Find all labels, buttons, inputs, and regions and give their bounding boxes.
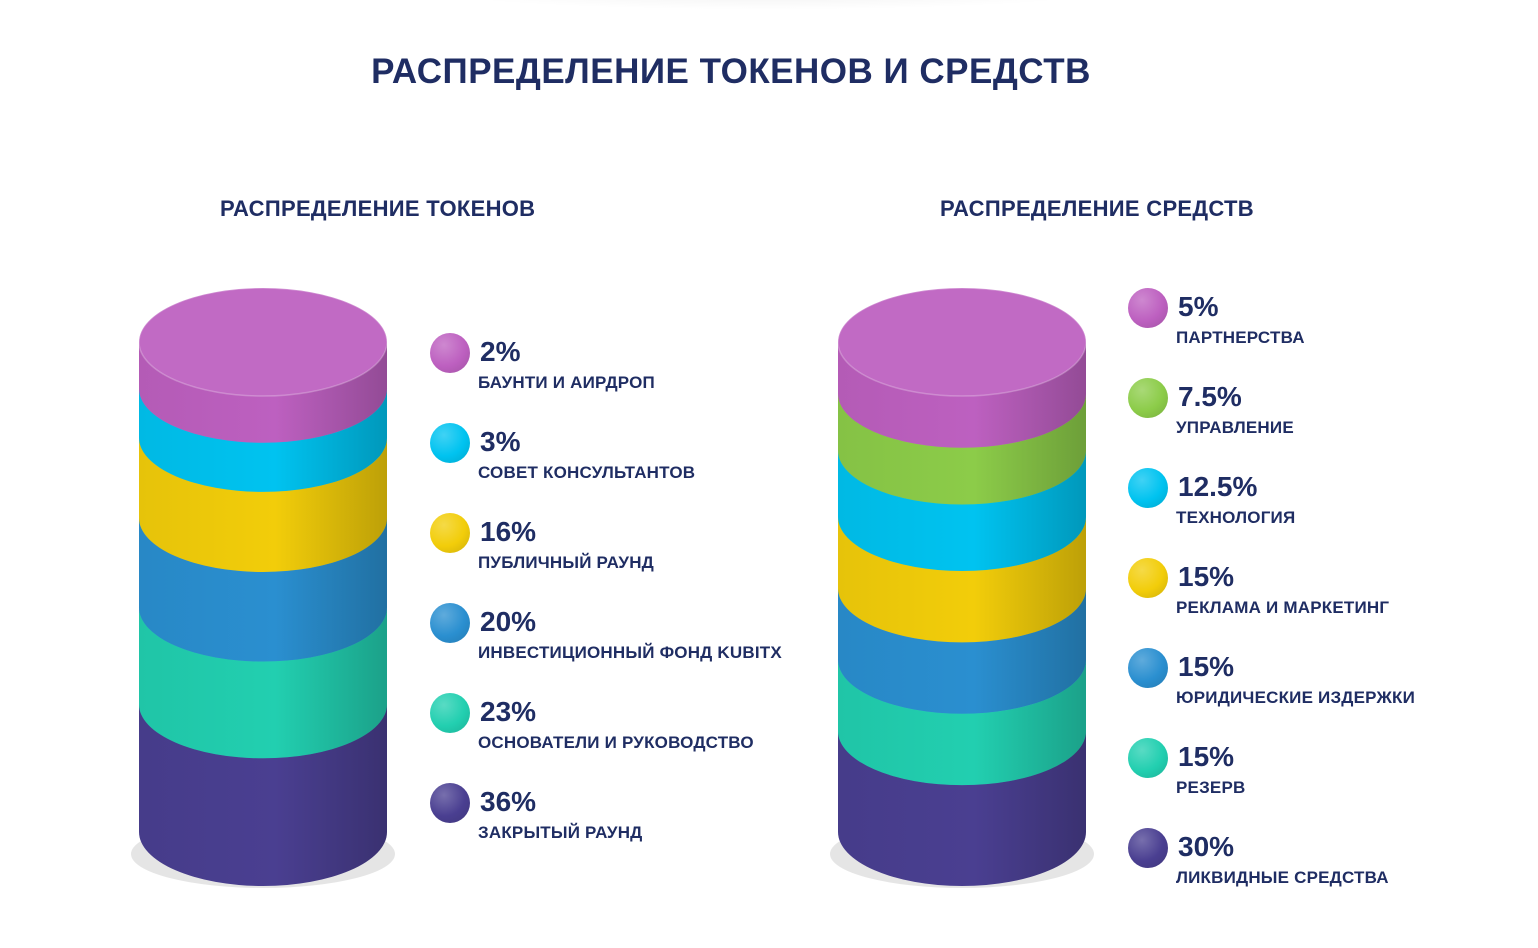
legend-color-dot — [430, 423, 470, 463]
legend-color-dot — [1128, 558, 1168, 598]
legend-item: 15% ЮРИДИЧЕСКИЕ ИЗДЕРЖКИ — [1128, 648, 1508, 728]
legend-item: 12.5% ТЕХНОЛОГИЯ — [1128, 468, 1508, 548]
legend-label: ПАРТНЕРСТВА — [1176, 328, 1305, 347]
legend-value: 15% — [1178, 651, 1235, 682]
legend-value: 15% — [1178, 741, 1235, 772]
legend-label: ЗАКРЫТЫЙ РАУНД — [478, 823, 643, 842]
tokens-cylinder-chart — [131, 287, 395, 888]
legend-label: ТЕХНОЛОГИЯ — [1176, 508, 1296, 527]
tokens-chart-title: РАСПРЕДЕЛЕНИЕ ТОКЕНОВ — [220, 196, 536, 221]
legend-color-dot — [1128, 828, 1168, 868]
legend-value: 5% — [1178, 291, 1219, 322]
legend-label: ЛИКВИДНЫЕ СРЕДСТВА — [1176, 868, 1389, 887]
legend-value: 3% — [480, 426, 521, 457]
legend-item: 16% ПУБЛИЧНЫЙ РАУНД — [430, 513, 810, 593]
legend-item: 15% РЕКЛАМА И МАРКЕТИНГ — [1128, 558, 1508, 638]
cylinder-segment-top — [838, 288, 1086, 396]
legend-label: СОВЕТ КОНСУЛЬТАНТОВ — [478, 463, 696, 482]
legend-label: ИНВЕСТИЦИОННЫЙ ФОНД KUBITX — [478, 643, 782, 662]
legend-value: 23% — [480, 696, 537, 727]
page-title: РАСПРЕДЕЛЕНИЕ ТОКЕНОВ И СРЕДСТВ — [371, 52, 1091, 91]
legend-item: 30% ЛИКВИДНЫЕ СРЕДСТВА — [1128, 828, 1508, 908]
legend-color-dot — [430, 603, 470, 643]
legend-value: 36% — [480, 786, 537, 817]
legend-color-dot — [1128, 738, 1168, 778]
top-shadow-decoration — [420, 0, 1120, 10]
legend-label: БАУНТИ И АИРДРОП — [478, 373, 655, 392]
legend-color-dot — [1128, 648, 1168, 688]
legend-label: УПРАВЛЕНИЕ — [1176, 418, 1294, 437]
legend-label: ОСНОВАТЕЛИ И РУКОВОДСТВО — [478, 733, 754, 752]
legend-value: 30% — [1178, 831, 1235, 862]
funds-chart-title: РАСПРЕДЕЛЕНИЕ СРЕДСТВ — [940, 196, 1254, 221]
legend-value: 2% — [480, 336, 521, 367]
legend-item: 15% РЕЗЕРВ — [1128, 738, 1508, 818]
cylinder-top-highlight — [138, 287, 388, 397]
legend-item: 5% ПАРТНЕРСТВА — [1128, 288, 1508, 368]
legend-color-dot — [430, 513, 470, 553]
legend-label: РЕЗЕРВ — [1176, 778, 1246, 797]
legend-color-dot — [1128, 288, 1168, 328]
legend-color-dot — [1128, 468, 1168, 508]
legend-item: 36% ЗАКРЫТЫЙ РАУНД — [430, 783, 810, 863]
legend-value: 7.5% — [1178, 381, 1242, 412]
legend-color-dot — [430, 783, 470, 823]
legend-color-dot — [1128, 378, 1168, 418]
legend-label: ПУБЛИЧНЫЙ РАУНД — [478, 553, 654, 572]
legend-value: 15% — [1178, 561, 1235, 592]
legend-item: 3% СОВЕТ КОНСУЛЬТАНТОВ — [430, 423, 810, 503]
funds-cylinder-chart — [830, 287, 1094, 888]
legend-label: РЕКЛАМА И МАРКЕТИНГ — [1176, 598, 1390, 617]
legend-item: 20% ИНВЕСТИЦИОННЫЙ ФОНД KUBITX — [430, 603, 810, 683]
cylinder-top-highlight — [837, 287, 1087, 397]
legend-value: 20% — [480, 606, 537, 637]
legend-item: 23% ОСНОВАТЕЛИ И РУКОВОДСТВО — [430, 693, 810, 773]
legend-item: 2% БАУНТИ И АИРДРОП — [430, 333, 810, 413]
legend-value: 16% — [480, 516, 537, 547]
legend-label: ЮРИДИЧЕСКИЕ ИЗДЕРЖКИ — [1176, 688, 1416, 707]
legend-value: 12.5% — [1178, 471, 1258, 502]
legend-color-dot — [430, 693, 470, 733]
legend-color-dot — [430, 333, 470, 373]
cylinder-segment-top — [139, 288, 387, 396]
legend-item: 7.5% УПРАВЛЕНИЕ — [1128, 378, 1508, 458]
